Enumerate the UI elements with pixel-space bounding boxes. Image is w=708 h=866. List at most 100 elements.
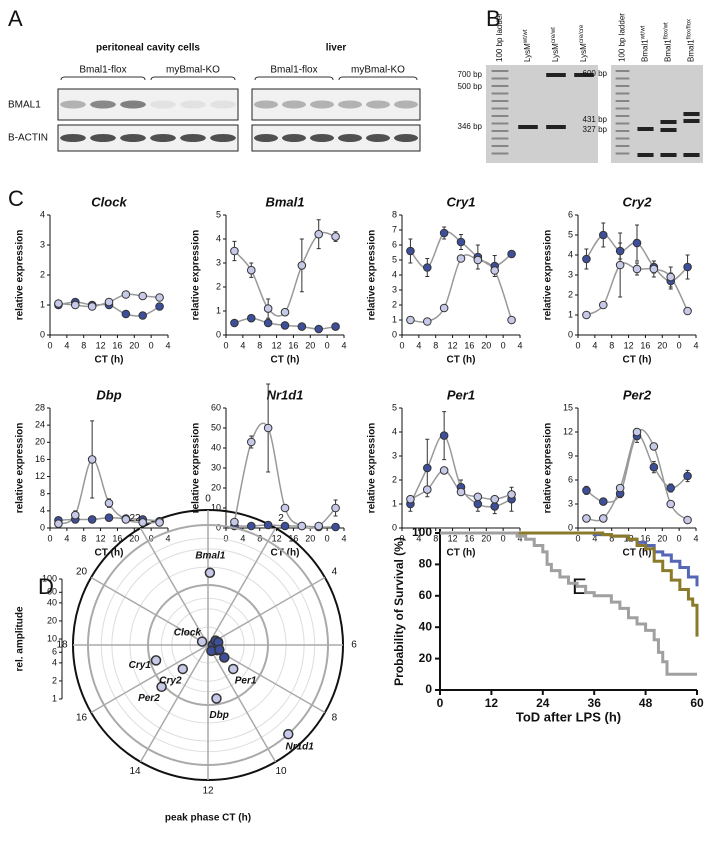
x-tick-label: 4 — [341, 533, 346, 543]
data-point — [456, 487, 466, 497]
data-point — [507, 249, 516, 259]
blot-band — [60, 100, 86, 109]
chart-title: Cry1 — [447, 194, 476, 209]
x-tick-label: 12 — [448, 533, 458, 543]
panel-letter: D — [38, 574, 54, 599]
data-point — [70, 300, 80, 310]
gene-label: Clock — [174, 628, 202, 639]
data-point — [406, 494, 415, 504]
band-size: 700 bp — [458, 70, 483, 79]
ladder-band — [615, 92, 630, 95]
data-point — [422, 485, 432, 494]
y-tick-label: 0 — [216, 522, 221, 532]
chart-title: Per1 — [447, 387, 475, 402]
data-point — [263, 318, 273, 328]
y-tick-label: 60 — [419, 588, 433, 602]
y-tick-label: 5 — [392, 254, 397, 264]
y-tick-label: 0 — [392, 329, 397, 339]
data-point — [230, 517, 239, 527]
x-tick-label: 0 — [501, 340, 506, 350]
data-point — [87, 515, 97, 524]
blot-band — [210, 100, 236, 109]
x-tick-label: 16 — [640, 533, 650, 543]
data-point — [632, 238, 642, 248]
data-point — [314, 324, 324, 334]
blot-band — [60, 134, 86, 142]
y-tick-label: 8 — [392, 209, 397, 219]
y-tick-label: 3 — [568, 498, 573, 508]
x-tick-label: 36 — [588, 696, 602, 710]
data-point — [615, 260, 625, 270]
blot-band — [210, 134, 236, 142]
x-axis-label: CT (h) — [447, 548, 476, 559]
band-size: 327 bp — [583, 125, 608, 134]
panel-letter: A — [8, 6, 23, 31]
blot-band — [254, 134, 278, 142]
data-point — [283, 728, 294, 740]
x-tick-label: 0 — [399, 533, 404, 543]
y-tick-label: 3 — [392, 284, 397, 294]
y-tick-label: 3 — [568, 269, 573, 279]
data-point — [121, 515, 131, 524]
chart-title: Bmal1 — [265, 194, 304, 209]
blot-band — [282, 100, 306, 109]
x-tick-label: 4 — [416, 340, 421, 350]
bracket — [338, 76, 418, 81]
data-point — [297, 521, 307, 531]
y-tick-label: 100 — [412, 525, 432, 539]
x-tick-label: 60 — [690, 696, 704, 710]
panel-letter: B — [486, 6, 501, 31]
x-tick-label: 12 — [96, 533, 106, 543]
x-tick-label: 0 — [399, 340, 404, 350]
x-tick-label: 4 — [64, 533, 69, 543]
y-tick-label: 15 — [563, 402, 573, 412]
angle-grid — [207, 644, 277, 763]
bracket — [60, 76, 146, 81]
gene-label: Nr1d1 — [285, 741, 314, 752]
row-label: BMAL1 — [8, 100, 41, 111]
ladder-band — [491, 137, 509, 140]
ladder-band — [615, 70, 630, 72]
x-tick-label: 12 — [96, 340, 106, 350]
x-tick-label: 0 — [149, 340, 154, 350]
y-tick-label: 4 — [40, 209, 45, 219]
x-tick-label: 20 — [481, 340, 491, 350]
lane-genotype: flox/flox — [686, 19, 692, 39]
lane-genotype: flox/wt — [663, 22, 669, 39]
y-tick-label: 5 — [568, 229, 573, 239]
data-point — [104, 513, 114, 523]
data-point — [263, 304, 273, 313]
y-tick-label: 6 — [568, 209, 573, 219]
y-tick-label: 40 — [419, 619, 433, 633]
data-point — [439, 303, 449, 313]
y-axis-label: relative expression — [15, 423, 26, 514]
lane-genotype: cre/cre — [579, 24, 585, 43]
data-point — [331, 522, 340, 532]
data-point — [297, 261, 307, 270]
ladder-band — [491, 152, 509, 155]
data-point — [196, 636, 208, 647]
y-tick-label: 16 — [35, 454, 45, 464]
y-tick-label: 24 — [35, 420, 45, 430]
data-point — [156, 681, 167, 693]
y-axis-label: relative expression — [543, 423, 554, 514]
band-size: 500 bp — [458, 82, 483, 91]
y-tick-label: 2 — [392, 474, 397, 484]
ladder-band — [491, 145, 509, 147]
angle-tick-label: 0 — [205, 494, 211, 505]
x-tick-label: 16 — [288, 340, 298, 350]
lane-name: 100 bp ladder — [495, 13, 504, 62]
lane-name: LysM — [551, 43, 560, 62]
data-point — [263, 423, 273, 433]
y-tick-label: 1 — [568, 309, 573, 319]
data-point — [227, 663, 239, 675]
r-tick-label: 2 — [52, 675, 57, 685]
x-tick-label: 4 — [165, 533, 170, 543]
ladder-band — [615, 152, 630, 155]
ladder-band — [491, 92, 509, 95]
lane-name: LysM — [579, 43, 588, 62]
x-tick-label: 12 — [272, 533, 282, 543]
x-tick-label: 20 — [481, 533, 491, 543]
y-tick-label: 28 — [35, 402, 45, 412]
y-tick-label: 0 — [40, 329, 45, 339]
